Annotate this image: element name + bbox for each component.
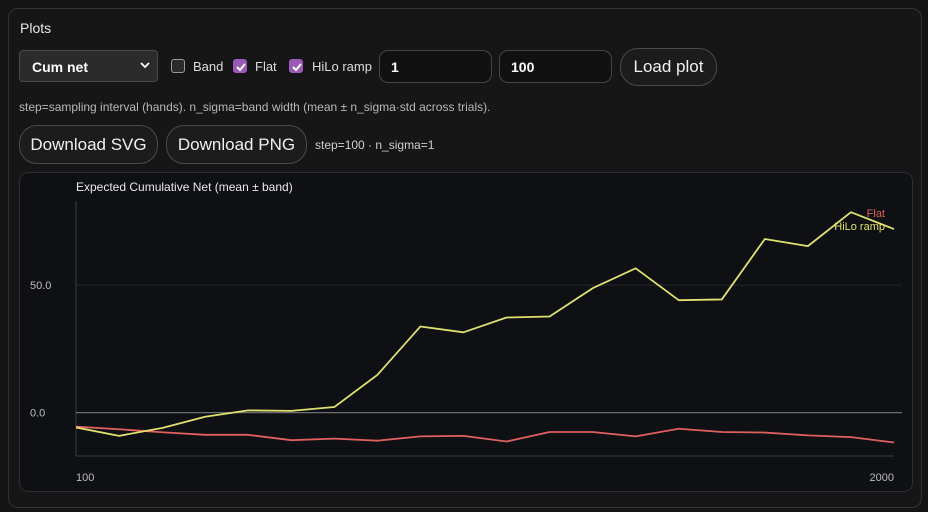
chevron-down-icon: [140, 62, 150, 69]
x-tick-label: 2000: [870, 472, 894, 484]
legend-label: HiLo ramp: [834, 221, 885, 233]
check-icon: [236, 63, 246, 72]
metric-select[interactable]: Cum net: [19, 50, 158, 82]
band-checkbox[interactable]: [171, 59, 185, 73]
x-tick-label: 100: [76, 472, 94, 484]
y-tick-label: 50.0: [30, 280, 51, 292]
metric-select-value: Cum net: [32, 59, 88, 75]
panel-title: Plots: [20, 20, 52, 36]
hilo-ramp-checkbox-label: HiLo ramp: [312, 59, 372, 74]
chart-container: Expected Cumulative Net (mean ± band) 0.…: [19, 172, 913, 492]
y-tick-label: 0.0: [30, 408, 45, 420]
series-line-hilo-ramp: [75, 211, 895, 437]
download-png-button[interactable]: Download PNG: [166, 125, 307, 164]
check-icon: [292, 63, 302, 72]
flat-checkbox[interactable]: [233, 59, 247, 73]
series-line-flat: [75, 425, 895, 444]
n-sigma-input[interactable]: 100: [499, 50, 612, 83]
step-input[interactable]: 1: [379, 50, 492, 83]
legend-label: Flat: [867, 208, 885, 220]
chart-title: Expected Cumulative Net (mean ± band): [76, 180, 293, 194]
hilo-ramp-checkbox[interactable]: [289, 59, 303, 73]
download-svg-button[interactable]: Download SVG: [19, 125, 158, 164]
plot-meta-text: step=100 · n_sigma=1: [315, 138, 435, 152]
help-text: step=sampling interval (hands). n_sigma=…: [19, 100, 491, 114]
load-plot-button[interactable]: Load plot: [620, 48, 717, 86]
band-checkbox-label: Band: [193, 59, 224, 74]
flat-checkbox-label: Flat: [255, 59, 277, 74]
